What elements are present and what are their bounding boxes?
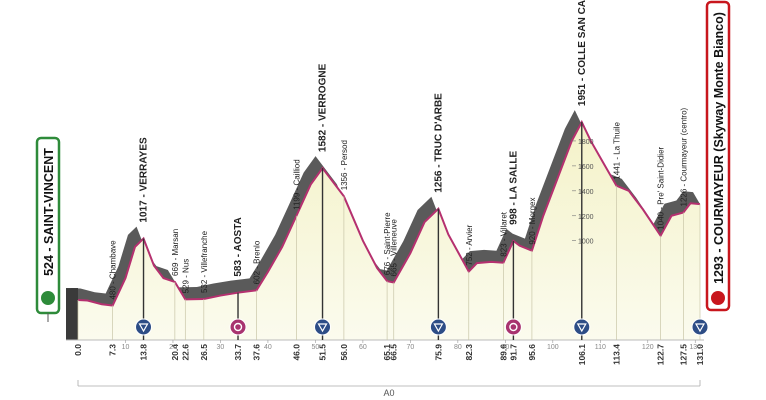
waypoint-label: 583 - AOSTA bbox=[233, 217, 244, 276]
x-tick-label: 10 bbox=[122, 344, 130, 351]
km-label: 0.0 bbox=[73, 344, 83, 356]
km-label: 113.4 bbox=[611, 344, 621, 365]
profile-area bbox=[78, 122, 700, 341]
waypoint-label: 1226 - Courmayeur (centro) bbox=[679, 107, 688, 206]
route-icon-glyph bbox=[576, 323, 587, 333]
y-tick-label: 1600 bbox=[578, 164, 594, 171]
profile-line bbox=[77, 119, 701, 307]
start-label: 524 - SAINT-VINCENT bbox=[42, 148, 56, 276]
waypoint-label: 480 - Chambave bbox=[109, 240, 118, 300]
x-tick-label: 20 bbox=[169, 344, 177, 351]
waypoint-label: 998 - LA SALLE bbox=[508, 151, 519, 225]
route-icon-glyph bbox=[509, 322, 518, 332]
km-label: 13.8 bbox=[139, 344, 149, 361]
km-label: 122.7 bbox=[656, 344, 666, 366]
waypoint-label: 669 - Marsan bbox=[171, 229, 180, 276]
km-label: 51.5 bbox=[318, 344, 328, 361]
start-wall bbox=[66, 288, 78, 340]
waypoint-label: 1441 - La Thuile bbox=[612, 121, 621, 179]
km-label: 20.4 bbox=[170, 344, 180, 361]
waypoint-label: 665 - Villeneuve bbox=[390, 219, 399, 277]
x-tick-label: 40 bbox=[264, 344, 272, 351]
km-label: 75.9 bbox=[433, 344, 443, 361]
waypoint-label: 1582 - VERROGNE bbox=[318, 63, 329, 152]
route-icon bbox=[135, 318, 153, 336]
route-icon-glyph bbox=[317, 323, 328, 333]
waypoint-label: 1199 - Cailliod bbox=[292, 159, 301, 210]
km-label: 7.3 bbox=[108, 344, 118, 356]
km-label: 33.7 bbox=[233, 344, 243, 361]
x-tick-label: 50 bbox=[312, 344, 320, 351]
km-label: 22.6 bbox=[180, 344, 190, 361]
km-label: 127.5 bbox=[678, 344, 688, 366]
x-tick-label: 70 bbox=[406, 344, 414, 351]
route-icon-glyph bbox=[694, 323, 706, 333]
km-label: 106.1 bbox=[577, 344, 587, 366]
x-tick-label: 30 bbox=[217, 344, 225, 351]
km-label: 82.3 bbox=[464, 344, 474, 361]
route-icon-glyph bbox=[233, 322, 243, 332]
route-icon bbox=[504, 318, 522, 336]
route-icon-glyph bbox=[433, 323, 444, 333]
km-label: 95.6 bbox=[527, 344, 537, 361]
waypoint-label: 529 - Nus bbox=[181, 259, 190, 294]
route-icon bbox=[573, 318, 591, 336]
x-tick-label: 90 bbox=[501, 344, 509, 351]
x-tick-label: 130 bbox=[689, 344, 701, 351]
waypoint-label: 1017 - VERRAYES bbox=[139, 137, 150, 223]
route-icon bbox=[429, 318, 447, 336]
km-label: 56.0 bbox=[339, 344, 349, 361]
km-label: 65.1 bbox=[382, 344, 392, 361]
finish-box bbox=[705, 0, 731, 312]
km-label: 66.5 bbox=[389, 344, 399, 361]
km-label: 37.6 bbox=[252, 344, 262, 361]
waypoint-label: 752 - Arvier bbox=[465, 224, 474, 265]
road-label: A0 bbox=[383, 388, 394, 398]
waypoint-label: 1356 - Persod bbox=[340, 140, 349, 190]
finish-icon bbox=[711, 291, 725, 305]
km-label: 91.7 bbox=[508, 344, 518, 361]
waypoint-label: 920 - Morgex bbox=[528, 198, 537, 245]
x-tick-label: 100 bbox=[547, 344, 559, 351]
waypoint-label: 1040 - Pre' Saint-Didier bbox=[657, 146, 666, 229]
y-tick-label: 1200 bbox=[578, 214, 594, 221]
y-tick-label: 1400 bbox=[578, 189, 594, 196]
x-tick-label: 110 bbox=[595, 344, 606, 351]
y-tick-label: 1000 bbox=[578, 239, 594, 246]
route-icon bbox=[229, 318, 247, 336]
chart-layer: 1000 1200 1400 1600 1800 0.0 7.3 13.8 20.4 22.6 26… bbox=[35, 0, 731, 398]
waypoint-label: 823 - Villaret bbox=[499, 211, 508, 257]
waypoint-label: 1951 - COLLE SAN CARLO bbox=[577, 0, 588, 106]
waypoint-label: 676 - Saint-Pierre bbox=[383, 212, 392, 275]
waypoint-label: 602 - Brenlo bbox=[253, 240, 262, 284]
km-label: 89.6 bbox=[498, 344, 508, 361]
x-tick-label: 80 bbox=[454, 344, 462, 351]
km-label: 26.5 bbox=[199, 344, 209, 361]
km-label: 46.0 bbox=[291, 344, 301, 361]
start-icon bbox=[41, 291, 55, 305]
waypoint-label: 532 - Villefranche bbox=[200, 230, 209, 293]
x-tick-label: 120 bbox=[642, 344, 654, 351]
km-label: 131.0 bbox=[695, 344, 705, 366]
finish-label: 1293 - COURMAYEUR (Skyway Monte Bianco) bbox=[712, 12, 726, 284]
route-icon-glyph bbox=[138, 323, 149, 333]
x-tick-label: 60 bbox=[359, 344, 367, 351]
route-icon bbox=[691, 318, 709, 336]
route-icon bbox=[314, 318, 332, 336]
y-tick-label: 1800 bbox=[578, 139, 594, 146]
waypoint-label: 1256 - TRUC D'ARBE bbox=[433, 93, 444, 193]
